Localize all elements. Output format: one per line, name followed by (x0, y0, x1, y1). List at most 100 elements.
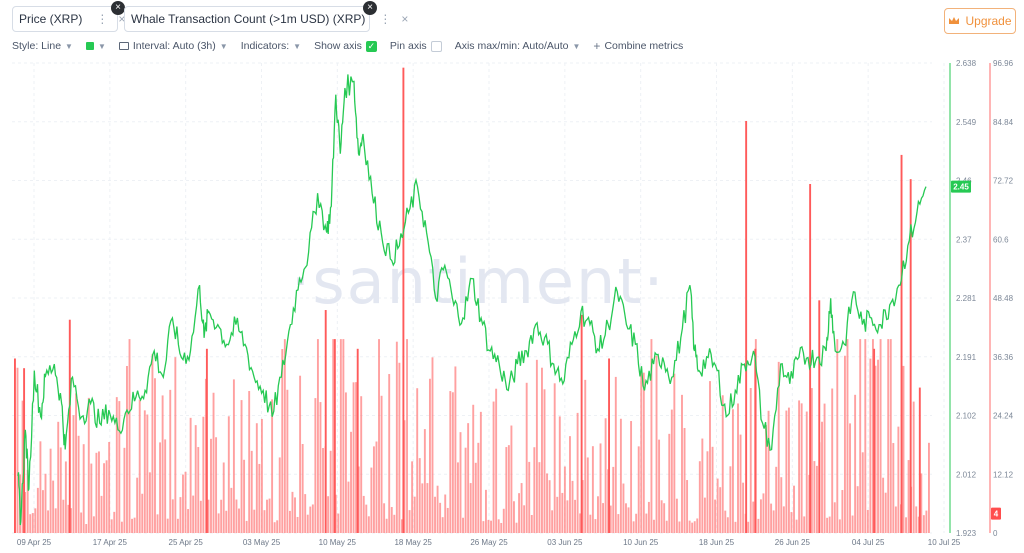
x-tick-label: 18 Jun 25 (699, 538, 735, 547)
whale-bar (87, 397, 90, 533)
whale-bar (686, 480, 689, 533)
whale-bar (105, 460, 108, 533)
crown-icon (949, 17, 960, 24)
whale-spike-bar (205, 348, 208, 533)
x-tick-label: 09 Apr 25 (17, 538, 52, 547)
whale-tick-label: 36.36 (993, 353, 1014, 362)
upgrade-button[interactable]: Upgrade (944, 8, 1016, 34)
axis-range-select[interactable]: Axis max/min: Auto/Auto ▼ (455, 40, 581, 52)
whale-bar (591, 446, 594, 533)
whale-bar (846, 339, 849, 533)
whale-tick-label: 12.12 (993, 470, 1014, 479)
whale-bar (800, 403, 803, 533)
whale-bar (260, 418, 263, 533)
whale-spike-bar (809, 183, 812, 533)
whale-bar (258, 463, 261, 533)
whale-bar (887, 339, 890, 533)
whale-bar (772, 510, 775, 533)
whale-bar (49, 448, 52, 533)
whale-bar (123, 447, 126, 533)
whale-bar (299, 375, 302, 533)
metric-menu-icon[interactable]: ⋮ (379, 12, 392, 26)
style-select[interactable]: Style: Line ▼ (12, 40, 73, 52)
whale-bar (793, 485, 795, 533)
whale-bar (719, 487, 722, 533)
whale-bar (739, 434, 742, 533)
whale-bar (220, 499, 223, 533)
close-icon[interactable]: × (401, 12, 409, 26)
whale-bar (543, 389, 546, 533)
whale-bar (202, 416, 205, 533)
pin-axis-checkbox[interactable] (430, 40, 442, 52)
show-axis-toggle[interactable]: Show axis ✓ (314, 40, 377, 52)
whale-bar (245, 520, 248, 533)
interval-select[interactable]: Interval: Auto (3h) ▼ (118, 40, 228, 52)
whale-bar (138, 399, 141, 533)
combine-label: Combine metrics (604, 40, 684, 52)
whale-bar (388, 374, 391, 533)
whale-bar (589, 514, 592, 533)
whale-bar (44, 473, 47, 533)
whale-bar (655, 355, 658, 533)
whale-bar (726, 517, 729, 533)
whale-bar (658, 439, 661, 533)
whale-bar (640, 372, 643, 533)
whale-bar (520, 483, 523, 533)
x-tick-label: 26 May 25 (470, 538, 508, 547)
whale-bar (691, 522, 694, 533)
whale-bar (528, 461, 531, 533)
metric-menu-icon[interactable]: ⋮ (96, 12, 109, 26)
whale-bar (551, 510, 554, 533)
metric-tab-whale-transactions[interactable]: Whale Transaction Count (>1m USD) (XRP) … (124, 1, 408, 32)
whale-bar (26, 469, 29, 533)
whale-bar (36, 487, 39, 533)
whale-bar (703, 497, 706, 533)
whale-bar (446, 507, 449, 533)
whale-bar (24, 492, 27, 533)
metric-tab-price[interactable]: Price (XRP) ⋮ × × (12, 1, 125, 32)
price-tick-label: 2.549 (956, 118, 977, 127)
whale-bar (907, 460, 910, 533)
whale-bar (316, 339, 319, 533)
whale-bar (854, 394, 857, 533)
whale-bar (874, 365, 877, 533)
whale-bar (571, 480, 574, 533)
whale-bar (533, 447, 536, 533)
whale-spike-bar (909, 179, 912, 533)
whale-bar (98, 451, 100, 533)
indicators-select[interactable]: Indicators: ▼ (241, 40, 301, 52)
upgrade-label: Upgrade (965, 14, 1012, 28)
whale-bar (513, 501, 515, 533)
whale-bar (286, 389, 289, 533)
whale-bar (709, 381, 711, 533)
whale-bar (635, 513, 638, 533)
remove-metric-icon[interactable]: × (111, 1, 125, 15)
whale-bar (413, 496, 416, 533)
color-select[interactable]: ▼ (85, 42, 106, 51)
whale-bar (82, 444, 85, 533)
whale-bar (683, 427, 686, 533)
whale-tick-label: 96.96 (993, 59, 1014, 68)
whale-bar (510, 425, 513, 533)
whale-bar (630, 421, 633, 533)
whale-bar (227, 416, 230, 533)
close-icon[interactable]: × (118, 12, 126, 26)
pin-axis-toggle[interactable]: Pin axis (390, 40, 442, 52)
whale-bar (749, 388, 752, 533)
whale-bar (602, 503, 605, 533)
whale-bar (579, 513, 582, 533)
whale-bar (120, 521, 123, 533)
whale-bar (375, 441, 378, 533)
show-axis-checkbox[interactable]: ✓ (365, 40, 377, 52)
whale-bar (472, 404, 475, 533)
combine-metrics-button[interactable]: + Combine metrics (593, 39, 683, 53)
remove-metric-icon[interactable]: × (363, 1, 377, 15)
whale-bar (360, 396, 363, 533)
whale-spike-bar (333, 339, 336, 533)
whale-bar (62, 499, 65, 533)
whale-bar (530, 515, 533, 533)
whale-bar (737, 403, 739, 533)
whale-bar (653, 519, 655, 533)
whale-bar (296, 516, 299, 533)
